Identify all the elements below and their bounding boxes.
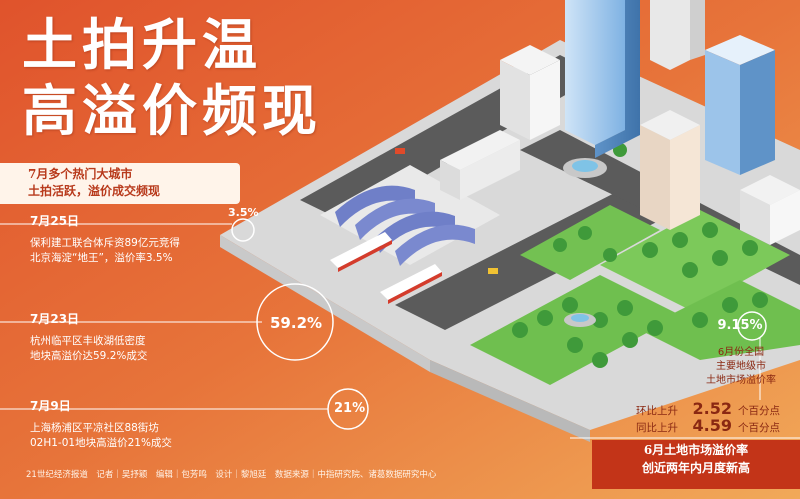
event-date: 7月9日 [30,399,71,413]
car [300,243,310,249]
premium-circle-small [231,218,255,242]
yoy-label: 同比上升 [636,422,678,434]
event-desc-line2: 地块高溢价达59.2%成交 [30,350,148,362]
glass-tower [565,0,640,158]
premium-circle-medium [327,388,369,430]
event-desc-line1: 上海杨浦区平凉社区88街坊 [30,422,159,434]
office-block [640,110,700,230]
page-title-line2: 高溢价频现 [22,79,323,143]
event-markers [0,218,800,439]
mom-unit: 个百分点 [738,405,780,417]
trees [512,133,768,368]
intro-text: 7月多个热门大城市 土拍活跃，溢价成交频现 [28,166,160,200]
event-desc-line1: 保利建工联合体斥资89亿元竞得 [30,237,180,249]
highlight-line1: 6月土地市场溢价率 [643,443,749,457]
event-desc: 上海杨浦区平凉社区88街坊 02H1-01地块高溢价21%成交 [30,421,172,451]
train-station [320,130,520,266]
event-date: 7月23日 [30,312,80,326]
glass-tower [705,35,775,175]
yoy-stat: 同比上升 4.59 个百分点 [636,416,780,435]
event-premium: 21% [334,401,366,416]
intro-box [0,163,240,204]
intro-line2: 土拍活跃，溢价成交频现 [28,184,161,198]
park-lot [600,210,790,310]
highlight-band [592,440,800,489]
city-illustration [220,0,800,442]
national-rate-circle [737,311,767,341]
page-title-line1: 土拍升温 [22,13,263,77]
mom-label: 环比上升 [636,405,678,417]
car [488,268,498,274]
highlight-line2: 创近两年内月度新高 [641,461,750,475]
park-lot [520,205,660,280]
national-desc-line1: 6月份全国 [717,347,765,358]
national-rate: 9.15% [717,318,763,333]
office-block [500,45,560,140]
premium-circle-large [256,283,334,361]
intro-line1: 7月多个热门大城市 [28,167,133,181]
event-premium: 59.2% [270,314,323,332]
national-desc-line3: 土地市场溢价率 [706,375,776,386]
mom-stat: 环比上升 2.52 个百分点 [636,399,780,418]
car [395,148,405,154]
event-desc-line1: 杭州临平区丰收湖低密度 [30,335,146,347]
mom-value: 2.52 [692,399,732,418]
event-desc: 杭州临平区丰收湖低密度 地块高溢价达59.2%成交 [30,334,147,364]
trains [330,232,442,304]
national-desc: 6月份全国 主要地级市 土地市场溢价率 [694,346,788,388]
event-premium: 3.5% [228,206,259,219]
yoy-value: 4.59 [692,416,732,435]
yoy-unit: 个百分点 [738,422,780,434]
national-desc-line2: 主要地级市 [716,361,766,372]
event-desc-line2: 02H1-01地块高溢价21%成交 [30,437,172,449]
glass-tower [650,0,705,70]
event-desc: 保利建工联合体斥资89亿元竞得 北京海淀“地王”，溢价率3.5% [30,236,180,266]
credits: 21世纪经济报道 记者｜吴抒颖 编辑｜包芳鸣 设计｜黎旭廷 数据来源｜中指研究院… [26,470,437,480]
event-date: 7月25日 [30,214,80,228]
office-block [740,175,800,245]
event-desc-line2: 北京海淀“地王”，溢价率3.5% [30,252,173,264]
highlight-text: 6月土地市场溢价率 创近两年内月度新高 [602,441,790,477]
